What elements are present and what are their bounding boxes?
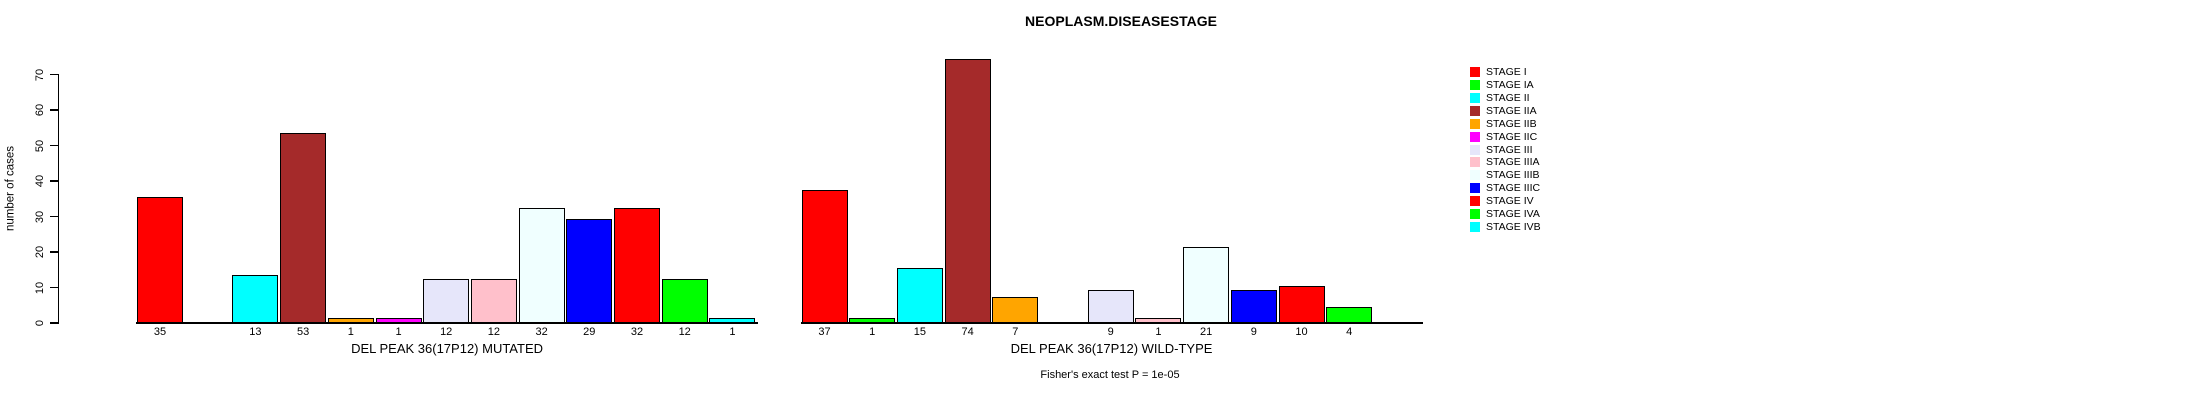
legend-item-label: STAGE IV xyxy=(1486,195,1534,208)
legend-item-label: STAGE IIA xyxy=(1486,104,1537,117)
bar-value-label: 15 xyxy=(913,326,927,338)
y-axis-line xyxy=(57,74,59,324)
x-axis-label: DEL PEAK 36(17P12) MUTATED xyxy=(351,341,544,356)
bar-value-label: 53 xyxy=(296,326,310,338)
bar-stage-i xyxy=(137,197,183,323)
y-axis-label: number of cases xyxy=(4,146,17,232)
legend-item-label: STAGE IIIC xyxy=(1486,182,1541,195)
y-axis-tick-label: 70 xyxy=(34,68,46,81)
legend-color-swatch xyxy=(1470,144,1480,155)
bar-stage-ii xyxy=(232,275,279,323)
legend-color-swatch xyxy=(1470,209,1480,220)
bar-value-label: 37 xyxy=(818,326,831,338)
legend-color-swatch xyxy=(1470,170,1480,181)
bar-stage-iiic xyxy=(1230,289,1277,323)
bar-value-label: 12 xyxy=(487,326,501,338)
bar-value-label: 12 xyxy=(440,326,453,338)
y-axis-tick xyxy=(49,73,58,76)
bar-stage-iia xyxy=(944,58,991,323)
y-axis-tick-label: 60 xyxy=(34,103,46,117)
legend-color-swatch xyxy=(1470,118,1480,129)
y-axis-tick xyxy=(49,322,58,324)
bar-value-label: 9 xyxy=(1250,326,1257,338)
bar-stage-iv xyxy=(1278,286,1325,323)
bar-stage-iia xyxy=(280,133,327,323)
bar-stage-iva xyxy=(1326,307,1373,323)
legend-color-swatch xyxy=(1470,222,1480,233)
y-axis-tick-label: 20 xyxy=(34,245,46,259)
legend-item-label: STAGE IIB xyxy=(1486,117,1537,130)
legend-color-swatch xyxy=(1470,105,1480,116)
y-axis-tick xyxy=(49,144,58,147)
legend-color-swatch xyxy=(1470,196,1480,207)
bar-value-label: 1 xyxy=(395,326,402,338)
bar-value-label: 74 xyxy=(961,326,974,338)
y-axis-tick xyxy=(49,109,58,111)
legend-item-label: STAGE IIC xyxy=(1486,130,1538,143)
legend-item-label: STAGE IA xyxy=(1486,78,1534,91)
x-axis-baseline xyxy=(136,322,759,324)
bar-stage-iiic xyxy=(566,218,613,323)
legend-item-label: STAGE IVB xyxy=(1486,221,1541,234)
bar-stage-iiia xyxy=(470,278,517,323)
x-axis-label: DEL PEAK 36(17P12) WILD-TYPE xyxy=(1010,341,1213,356)
bar-stage-iib xyxy=(992,296,1039,323)
legend-item-label: STAGE IVA xyxy=(1486,208,1540,221)
bar-stage-iv xyxy=(614,207,660,323)
y-axis-tick-label: 30 xyxy=(34,210,46,223)
legend-item-label: STAGE III xyxy=(1486,143,1533,156)
bar-value-label: 9 xyxy=(1107,326,1114,338)
y-axis-tick xyxy=(49,215,58,218)
y-axis-tick xyxy=(49,251,58,253)
legend-color-swatch xyxy=(1470,131,1480,142)
bar-stage-iii xyxy=(1087,289,1134,323)
y-axis-tick xyxy=(49,286,58,289)
legend-item-label: STAGE IIIB xyxy=(1486,169,1540,182)
bar-value-label: 1 xyxy=(347,326,354,338)
bar-value-label: 7 xyxy=(1012,326,1019,338)
bar-value-label: 32 xyxy=(535,326,548,338)
y-axis-tick-label: 0 xyxy=(34,319,46,327)
legend-color-swatch xyxy=(1470,67,1480,77)
bar-value-label: 1 xyxy=(729,326,736,338)
bar-value-label: 32 xyxy=(630,326,644,338)
legend-color-swatch xyxy=(1470,157,1480,168)
y-axis-tick-label: 50 xyxy=(34,139,46,152)
bar-value-label: 35 xyxy=(153,326,167,338)
legend-color-swatch xyxy=(1470,92,1480,103)
bar-value-label: 1 xyxy=(1155,326,1162,338)
bar-stage-iiib xyxy=(518,207,565,323)
fisher-test-annotation: Fisher's exact test P = 1e-05 xyxy=(1040,369,1180,381)
bar-value-label: 10 xyxy=(1295,326,1308,338)
bar-value-label: 12 xyxy=(678,326,691,338)
bar-stage-iii xyxy=(423,278,470,323)
bar-stage-i xyxy=(801,190,848,323)
legend-item-label: STAGE II xyxy=(1486,91,1530,104)
bar-stage-ii xyxy=(896,268,943,323)
legend-color-swatch xyxy=(1470,183,1480,194)
bar-stage-iva xyxy=(661,278,708,323)
y-axis-tick xyxy=(49,180,58,182)
y-axis-tick-label: 10 xyxy=(34,281,46,294)
y-axis-tick-label: 40 xyxy=(34,174,46,188)
legend-item-label: STAGE I xyxy=(1486,66,1527,78)
legend-color-swatch xyxy=(1470,79,1480,90)
legend-item-label: STAGE IIIA xyxy=(1486,156,1540,169)
bar-value-label: 1 xyxy=(869,326,876,338)
chart-title: NEOPLASM.DISEASESTAGE xyxy=(1025,13,1217,29)
bar-value-label: 29 xyxy=(583,326,596,338)
bar-value-label: 21 xyxy=(1199,326,1213,338)
bar-stage-iiib xyxy=(1183,246,1230,323)
bar-value-label: 4 xyxy=(1346,326,1353,338)
bar-value-label: 13 xyxy=(249,326,262,338)
x-axis-baseline xyxy=(800,322,1423,324)
